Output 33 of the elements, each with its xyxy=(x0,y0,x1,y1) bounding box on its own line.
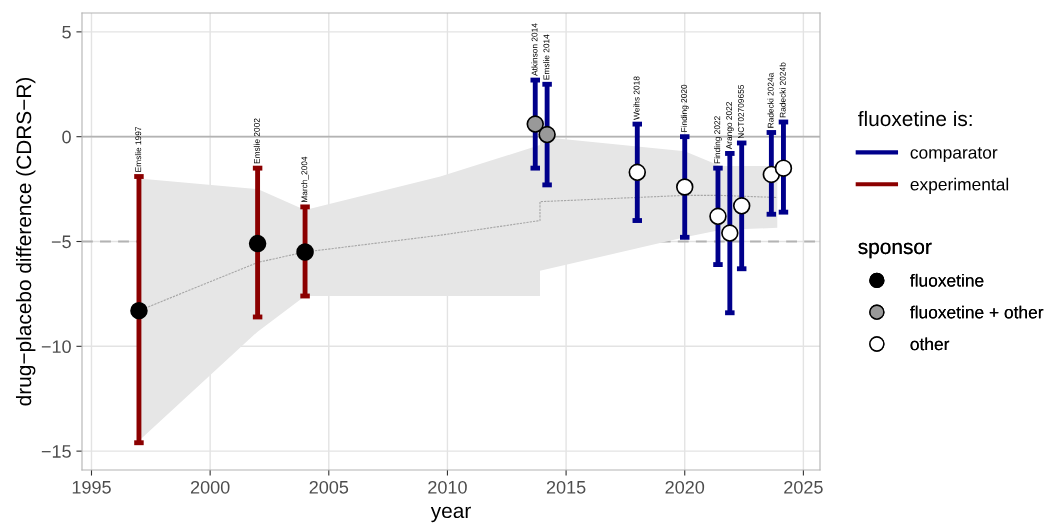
annotation: Emslie 1997 xyxy=(135,126,142,172)
annotation: Finding 2022 xyxy=(714,116,722,164)
annotation: March_2004 xyxy=(301,156,309,203)
annotation: Radecki 2024b xyxy=(779,62,786,118)
x-tick-label: 2025 xyxy=(784,480,823,494)
text: fluoxetine is: xyxy=(858,110,972,127)
text: sponsor xyxy=(858,242,932,259)
annotation: NCT02709655 xyxy=(738,84,744,139)
y-tick-label: 0 xyxy=(62,130,71,144)
text: experimental xyxy=(910,177,1009,194)
y-tick-label: −10 xyxy=(41,340,71,354)
annotation: Arango 2022 xyxy=(726,101,734,150)
y-tick-label: −5 xyxy=(51,235,71,249)
legend-label: fluoxetine + other xyxy=(910,305,1044,319)
annotation: Radecki 2024a xyxy=(767,72,774,128)
annotation: Emslie 2002 xyxy=(253,118,260,164)
x-axis-title: year xyxy=(430,506,471,523)
annotation: Atkinson 2014 xyxy=(531,23,538,76)
text: comparator xyxy=(910,147,998,163)
legend-label: fluoxetine xyxy=(910,273,984,287)
x-tick-label: 2005 xyxy=(309,480,349,494)
annotation: Weihs 2018 xyxy=(633,76,640,120)
annotation: Finding 2020 xyxy=(680,84,689,132)
annotation: Emslie 2014 xyxy=(543,34,550,80)
y-tick-label: 5 xyxy=(62,25,71,39)
x-tick-label: 2000 xyxy=(190,480,230,494)
x-tick-label: 2020 xyxy=(665,480,705,494)
x-tick-label: 2015 xyxy=(546,480,586,494)
x-tick-label: 2010 xyxy=(428,480,467,494)
x-tick-label: 1995 xyxy=(72,480,111,494)
y-axis-title: drug−placebo difference (CDRS−R) xyxy=(15,77,36,406)
y-tick-label: −15 xyxy=(41,445,71,458)
legend-label: other xyxy=(910,337,950,351)
